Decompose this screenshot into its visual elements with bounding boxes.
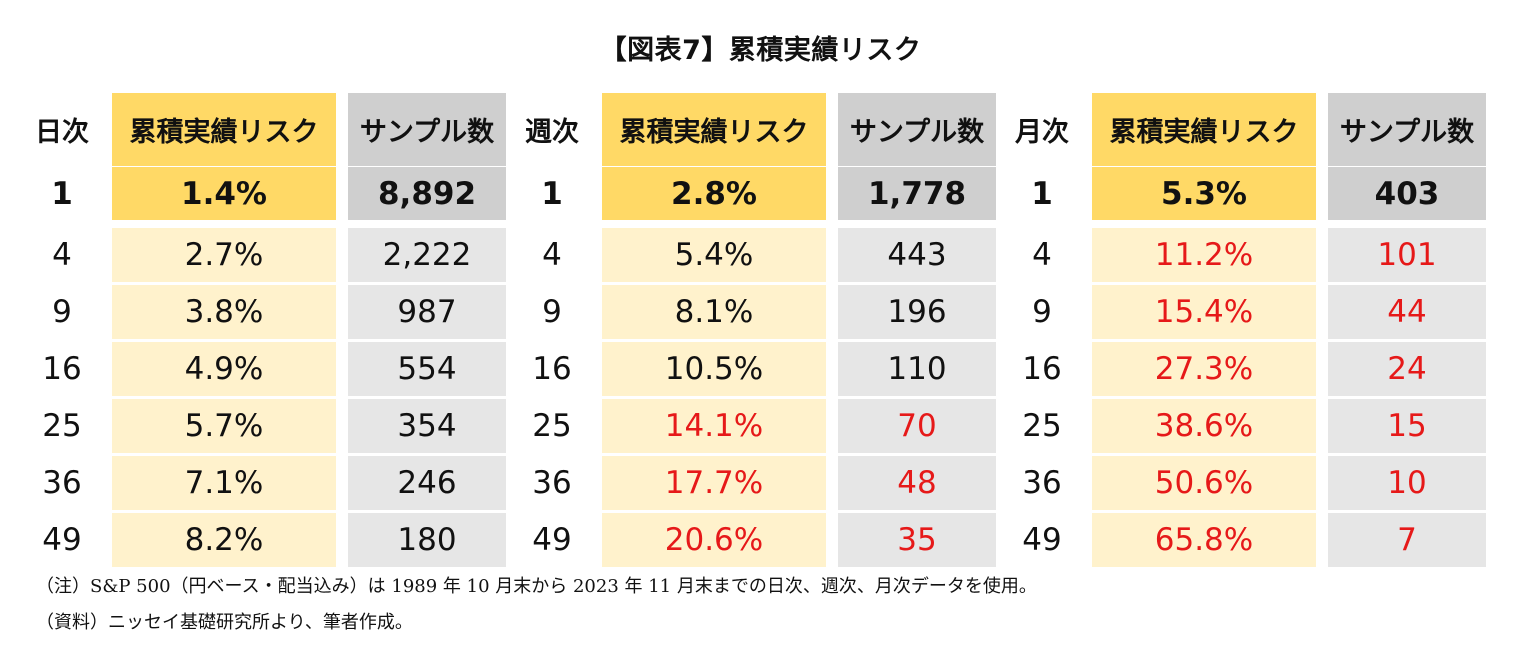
horizon-cell: 16 — [42, 351, 82, 387]
risk-header: 累積実績リスク — [602, 93, 826, 166]
period-header: 日次 — [35, 117, 89, 148]
table-header-row: 週次 累積実績リスク サンプル数 — [512, 93, 996, 166]
samples-cell: 246 — [348, 456, 506, 510]
risk-cell: 1.4% — [112, 167, 336, 220]
table-row: 36 7.1% 246 — [22, 456, 506, 510]
risk-cell: 10.5% — [602, 342, 826, 396]
samples-cell: 70 — [838, 399, 996, 453]
horizon-cell: 36 — [532, 465, 572, 501]
chart-title: 【図表7】累積実績リスク — [599, 35, 922, 66]
samples-cell: 554 — [348, 342, 506, 396]
horizon-cell: 9 — [1032, 294, 1052, 330]
table-row: 16 10.5% 110 — [512, 342, 996, 396]
risk-cell: 3.8% — [112, 285, 336, 339]
table-row: 49 20.6% 35 — [512, 513, 996, 567]
table-row: 9 3.8% 987 — [22, 285, 506, 339]
horizon-cell: 4 — [542, 237, 562, 273]
table-row: 49 8.2% 180 — [22, 513, 506, 567]
table-header-row: 日次 累積実績リスク サンプル数 — [22, 93, 506, 166]
samples-cell: 180 — [348, 513, 506, 567]
table-row: 36 50.6% 10 — [1002, 456, 1486, 510]
horizon-cell: 1 — [51, 175, 73, 212]
table-row: 4 11.2% 101 — [1002, 228, 1486, 282]
samples-cell: 48 — [838, 456, 996, 510]
horizon-cell: 25 — [532, 408, 572, 444]
risk-cell: 27.3% — [1092, 342, 1316, 396]
risk-cell: 17.7% — [602, 456, 826, 510]
horizon-cell: 16 — [1022, 351, 1062, 387]
table-header-row: 月次 累積実績リスク サンプル数 — [1002, 93, 1486, 166]
samples-cell: 443 — [838, 228, 996, 282]
period-header: 週次 — [525, 117, 579, 148]
samples-header: サンプル数 — [1328, 93, 1486, 166]
samples-cell: 196 — [838, 285, 996, 339]
table-row: 25 38.6% 15 — [1002, 399, 1486, 453]
risk-cell: 2.8% — [602, 167, 826, 220]
risk-cell: 8.1% — [602, 285, 826, 339]
samples-header: サンプル数 — [348, 93, 506, 166]
table-row: 49 65.8% 7 — [1002, 513, 1486, 567]
samples-cell: 15 — [1328, 399, 1486, 453]
risk-cell: 38.6% — [1092, 399, 1316, 453]
samples-cell: 44 — [1328, 285, 1486, 339]
risk-cell: 11.2% — [1092, 228, 1316, 282]
risk-header: 累積実績リスク — [112, 93, 336, 166]
risk-cell: 2.7% — [112, 228, 336, 282]
risk-cell: 4.9% — [112, 342, 336, 396]
table-row: 1 2.8% 1,778 — [512, 167, 996, 220]
samples-cell: 8,892 — [348, 167, 506, 220]
samples-cell: 354 — [348, 399, 506, 453]
horizon-cell: 9 — [52, 294, 72, 330]
horizon-cell: 1 — [541, 175, 563, 212]
footnote-source: （資料）ニッセイ基礎研究所より、筆者作成。 — [36, 612, 413, 633]
samples-cell: 24 — [1328, 342, 1486, 396]
risk-cell: 7.1% — [112, 456, 336, 510]
samples-cell: 403 — [1328, 167, 1486, 220]
horizon-cell: 36 — [42, 465, 82, 501]
table-row: 36 17.7% 48 — [512, 456, 996, 510]
horizon-cell: 1 — [1031, 175, 1053, 212]
samples-cell: 10 — [1328, 456, 1486, 510]
samples-cell: 101 — [1328, 228, 1486, 282]
risk-cell: 5.3% — [1092, 167, 1316, 220]
samples-cell: 7 — [1328, 513, 1486, 567]
risk-cell: 20.6% — [602, 513, 826, 567]
footnote-note: （注）S&P 500（円ベース・配当込み）は 1989 年 10 月末から 20… — [36, 576, 1037, 597]
samples-cell: 2,222 — [348, 228, 506, 282]
horizon-cell: 16 — [532, 351, 572, 387]
horizon-cell: 25 — [1022, 408, 1062, 444]
horizon-cell: 36 — [1022, 465, 1062, 501]
table-row: 16 4.9% 554 — [22, 342, 506, 396]
horizon-cell: 49 — [532, 522, 572, 558]
horizon-cell: 4 — [52, 237, 72, 273]
table-row: 1 5.3% 403 — [1002, 167, 1486, 220]
table-row: 1 1.4% 8,892 — [22, 167, 506, 220]
horizon-cell: 4 — [1032, 237, 1052, 273]
samples-cell: 110 — [838, 342, 996, 396]
horizon-cell: 9 — [542, 294, 562, 330]
horizon-cell: 49 — [1022, 522, 1062, 558]
table-row: 9 8.1% 196 — [512, 285, 996, 339]
table-row: 16 27.3% 24 — [1002, 342, 1486, 396]
table-row: 9 15.4% 44 — [1002, 285, 1486, 339]
risk-cell: 65.8% — [1092, 513, 1316, 567]
samples-cell: 1,778 — [838, 167, 996, 220]
samples-cell: 987 — [348, 285, 506, 339]
horizon-cell: 25 — [42, 408, 82, 444]
risk-cell: 50.6% — [1092, 456, 1316, 510]
table-row: 25 5.7% 354 — [22, 399, 506, 453]
samples-cell: 35 — [838, 513, 996, 567]
risk-cell: 5.4% — [602, 228, 826, 282]
samples-header: サンプル数 — [838, 93, 996, 166]
table-row: 4 5.4% 443 — [512, 228, 996, 282]
risk-cell: 8.2% — [112, 513, 336, 567]
risk-cell: 5.7% — [112, 399, 336, 453]
risk-cell: 14.1% — [602, 399, 826, 453]
risk-cell: 15.4% — [1092, 285, 1316, 339]
table-row: 4 2.7% 2,222 — [22, 228, 506, 282]
table-row: 25 14.1% 70 — [512, 399, 996, 453]
risk-header: 累積実績リスク — [1092, 93, 1316, 166]
period-header: 月次 — [1015, 117, 1069, 148]
horizon-cell: 49 — [42, 522, 82, 558]
